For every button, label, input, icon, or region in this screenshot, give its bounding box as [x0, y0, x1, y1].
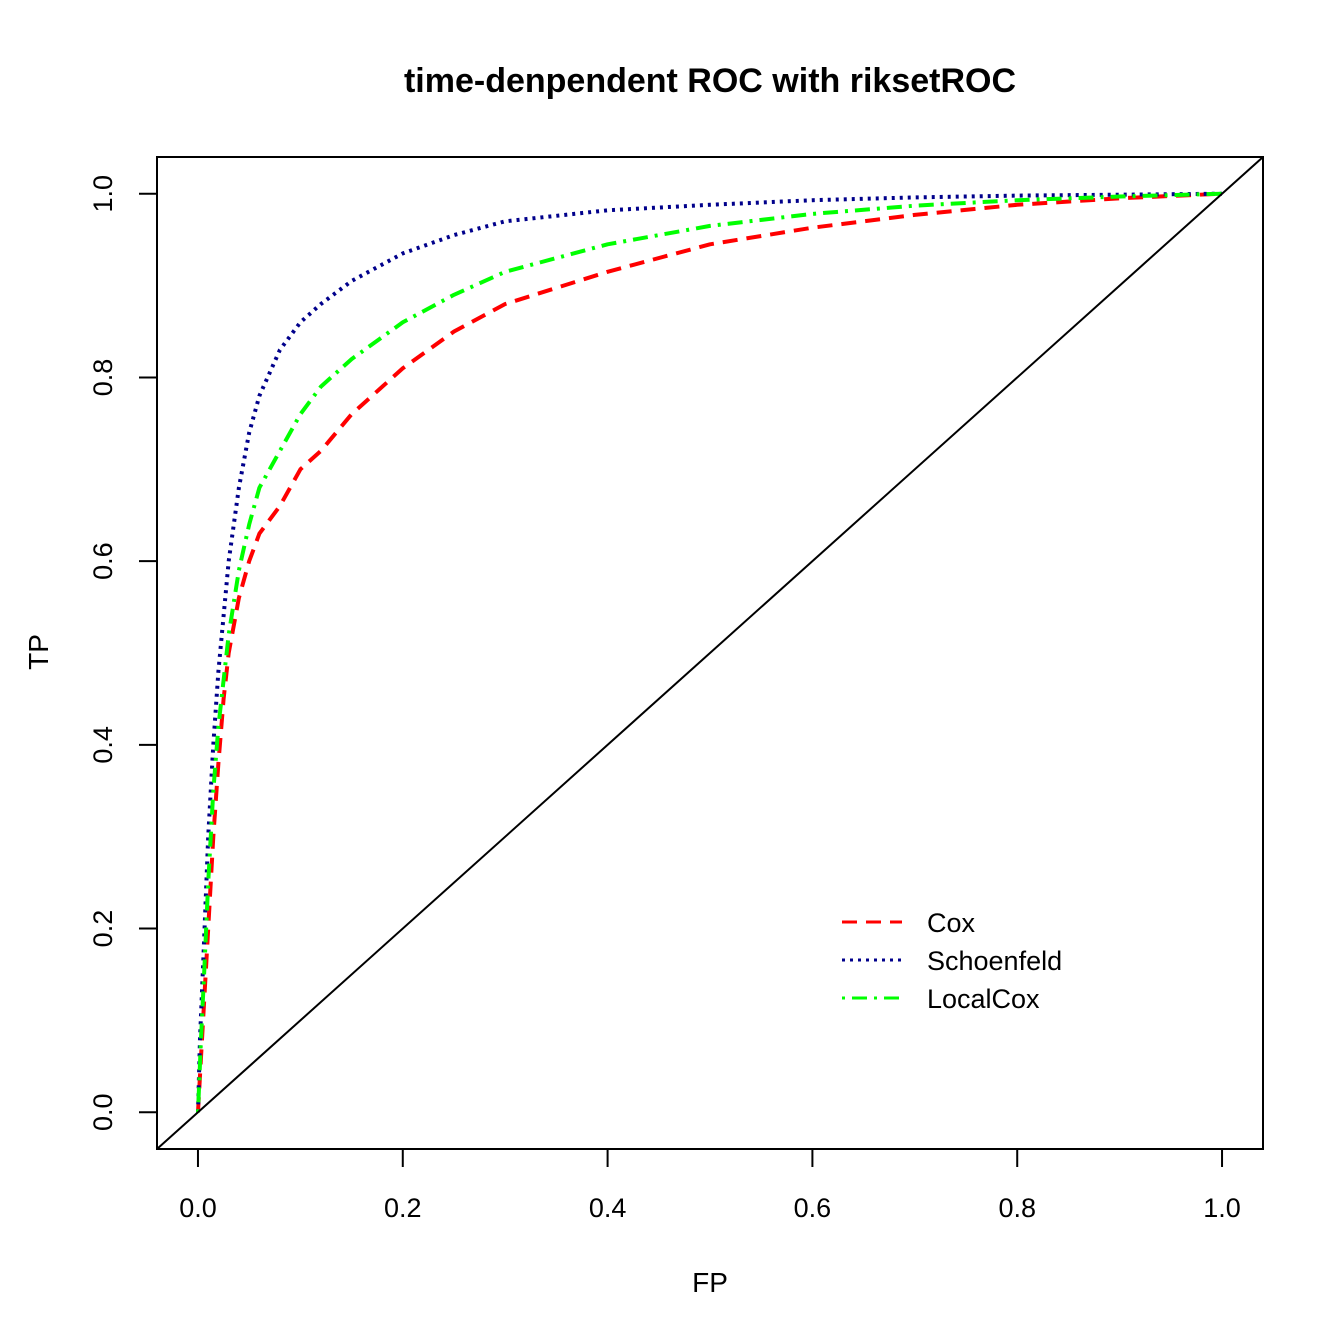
x-tick-label: 1.0: [1203, 1193, 1241, 1223]
series-line-localcox: [196, 191, 1223, 1113]
x-axis: 0.0 0.2 0.4 0.6 0.8 1.0: [179, 1148, 1241, 1223]
x-tick-label: 0.0: [179, 1193, 217, 1223]
reference-diagonal-line: [157, 157, 1263, 1149]
legend-label-cox: Cox: [927, 908, 976, 938]
chart-title: time-denpendent ROC with riksetROC: [404, 62, 1016, 100]
x-tick-label: 0.8: [998, 1193, 1036, 1223]
y-tick-label: 0.8: [88, 359, 118, 397]
x-tick-label: 0.6: [794, 1193, 832, 1223]
y-tick-label: 0.4: [88, 726, 118, 764]
legend-label-schoenfeld: Schoenfeld: [927, 946, 1062, 976]
series-line-schoenfeld: [196, 191, 1223, 1113]
x-tick-label: 0.2: [384, 1193, 422, 1223]
y-tick-label: 0.0: [88, 1093, 118, 1131]
y-axis-label: TP: [23, 634, 54, 670]
series-line-cox: [196, 191, 1223, 1113]
plot-area: [157, 157, 1263, 1149]
y-tick-label: 0.6: [88, 542, 118, 580]
x-tick-label: 0.4: [589, 1193, 627, 1223]
y-tick-label: 0.2: [88, 910, 118, 948]
y-tick-label: 1.0: [88, 175, 118, 213]
y-axis: 0.0 0.2 0.4 0.6 0.8 1.0: [88, 175, 158, 1131]
legend-label-localcox: LocalCox: [927, 984, 1040, 1014]
legend: Cox Schoenfeld LocalCox: [842, 908, 1062, 1014]
x-axis-label: FP: [692, 1267, 728, 1298]
